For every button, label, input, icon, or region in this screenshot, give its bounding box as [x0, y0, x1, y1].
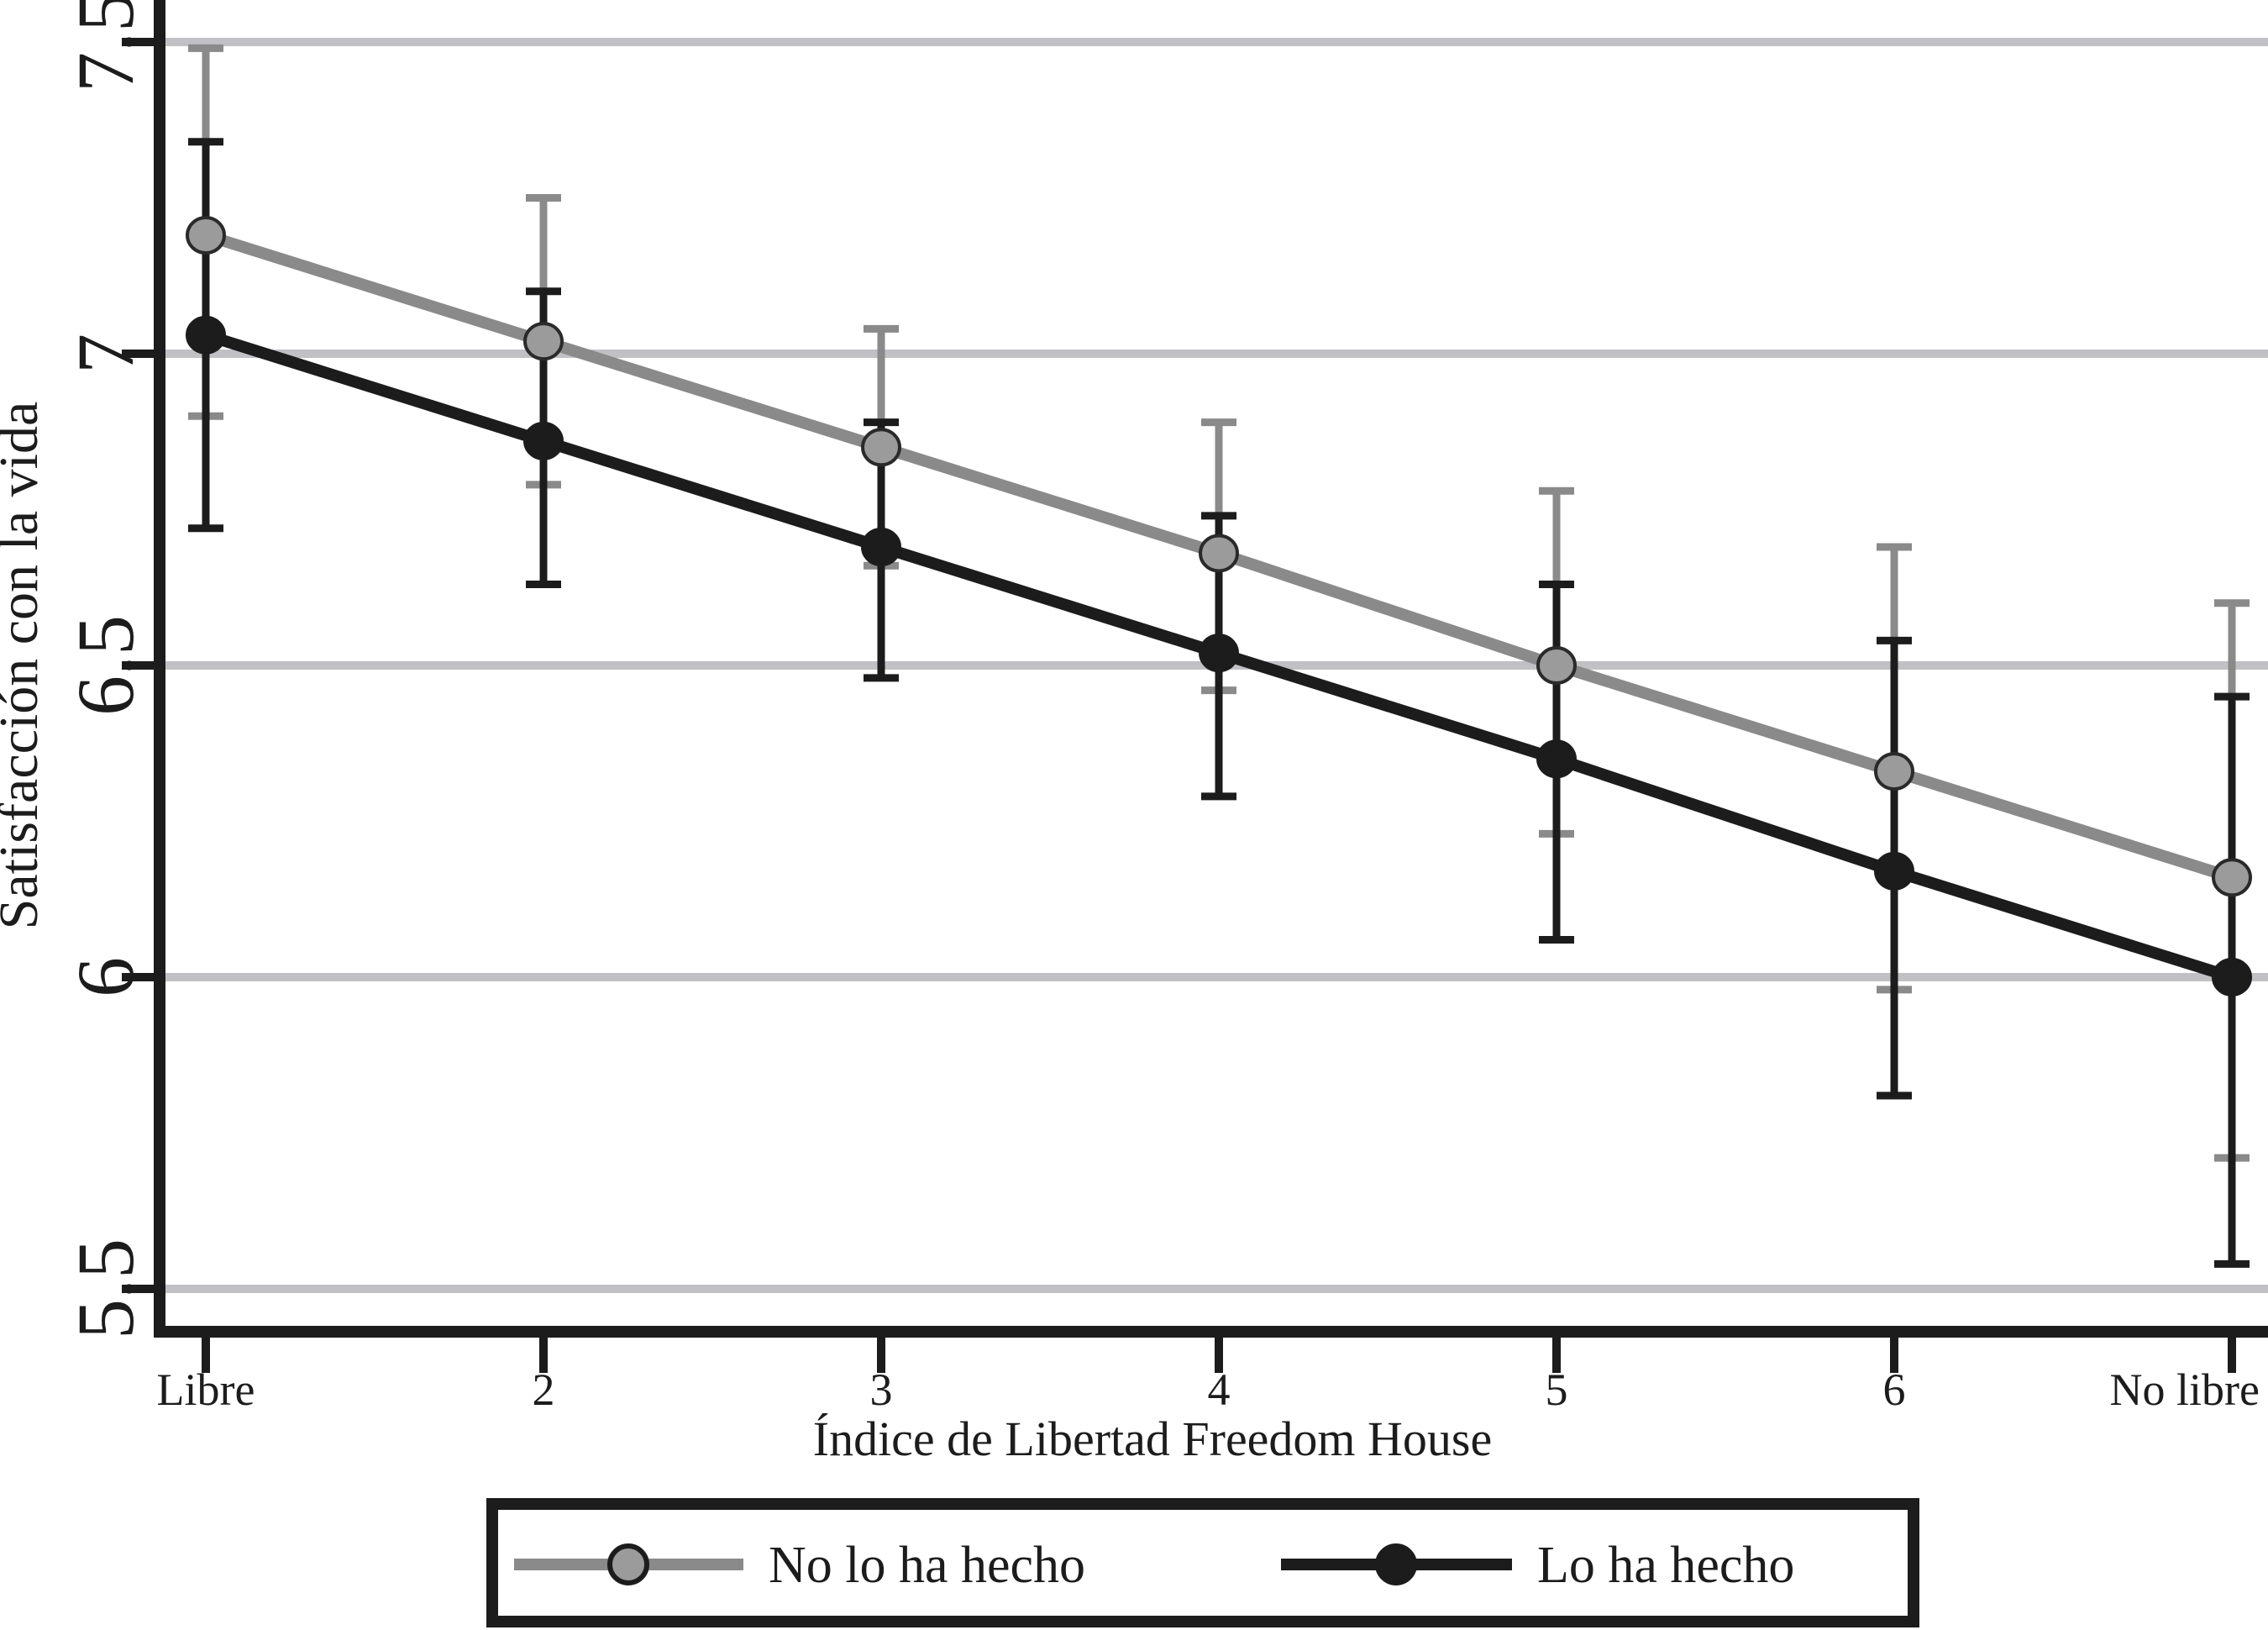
- y-tick-label-6.5: 6.5: [60, 615, 150, 716]
- y-tick-label-7: 7: [60, 334, 150, 374]
- data-point-marker-no-lo-ha-hecho-3: [1199, 534, 1239, 573]
- x-tick-label-2: 3: [870, 1364, 893, 1415]
- x-tick-label-1: 2: [533, 1364, 555, 1415]
- legend-marker-icon-lo-ha-hecho: [1375, 1543, 1417, 1585]
- data-point-marker-lo-ha-hecho-1: [523, 421, 564, 460]
- legend-marker-icon-no-lo-ha-hecho: [607, 1543, 649, 1585]
- x-tick-label-6: No libre: [2110, 1364, 2260, 1415]
- data-point-marker-lo-ha-hecho-4: [1536, 739, 1577, 779]
- data-point-marker-no-lo-ha-hecho-5: [1874, 752, 1914, 791]
- data-point-marker-lo-ha-hecho-3: [1199, 634, 1239, 673]
- data-point-marker-no-lo-ha-hecho-2: [861, 428, 901, 467]
- x-axis-title: Índice de Libertad Freedom House: [813, 1412, 1493, 1466]
- legend-label-lo-ha-hecho: Lo ha hecho: [1537, 1537, 1794, 1594]
- x-tick-label-5: 6: [1883, 1364, 1906, 1415]
- data-point-marker-no-lo-ha-hecho-1: [523, 322, 564, 361]
- error-bars-lo-ha-hecho: [188, 138, 2250, 1268]
- y-tick-label-5.5: 5.5: [60, 1238, 150, 1339]
- data-point-marker-lo-ha-hecho-6: [2212, 958, 2252, 996]
- y-tick-label-6: 6: [60, 957, 150, 997]
- x-tick-label-4: 5: [1546, 1364, 1568, 1415]
- data-point-marker-lo-ha-hecho-2: [861, 528, 901, 567]
- legend: No lo ha hecho Lo ha hecho: [486, 1498, 1919, 1627]
- legend-label-no-lo-ha-hecho: No lo ha hecho: [769, 1537, 1085, 1594]
- y-axis-title: Satisfacción con la vida: [0, 402, 50, 930]
- x-tick-label-3: 4: [1208, 1364, 1231, 1415]
- x-tick-label-0: Libre: [157, 1364, 255, 1415]
- data-point-marker-no-lo-ha-hecho-6: [2212, 858, 2252, 897]
- data-point-marker-lo-ha-hecho-5: [1874, 851, 1914, 891]
- data-point-marker-no-lo-ha-hecho-0: [186, 216, 226, 255]
- data-point-marker-no-lo-ha-hecho-4: [1536, 646, 1577, 685]
- data-point-marker-lo-ha-hecho-0: [186, 315, 226, 355]
- y-tick-label-7.5: 7.5: [60, 0, 150, 92]
